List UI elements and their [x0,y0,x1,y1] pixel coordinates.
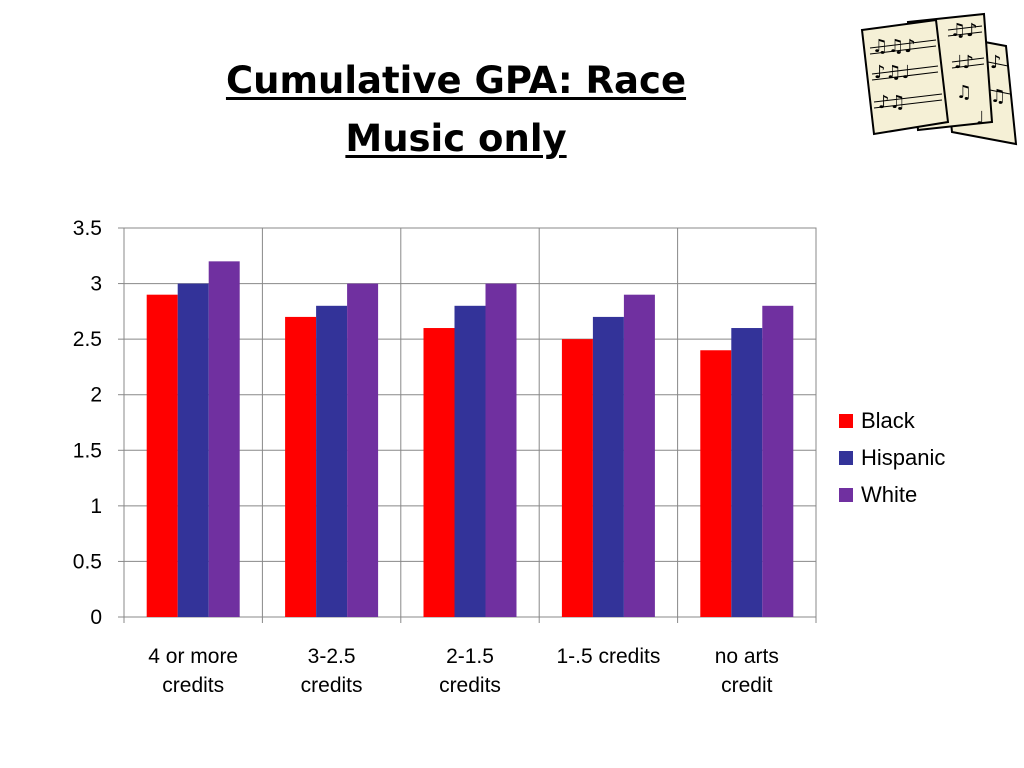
bar-hispanic-4 [731,328,763,617]
legend-swatch-hispanic [839,451,853,465]
svg-text:♫: ♫ [956,82,972,103]
y-tick-label: 0.5 [73,550,102,573]
title-line-1: Cumulative GPA: Race [225,59,687,102]
bar-hispanic-0 [177,283,209,617]
svg-text:♩♪: ♩♪ [954,52,974,73]
y-tick-label: 3 [90,273,102,296]
bar-hispanic-3 [592,316,624,617]
x-tick-label: 3-2.5 [308,645,356,668]
bar-hispanic-1 [316,305,348,617]
bar-black-1 [285,316,317,617]
bar-black-2 [423,328,455,617]
slide-title: Cumulative GPA: Race Music only [0,52,912,168]
legend: Black Hispanic White [839,408,945,507]
svg-text:♫♪: ♫♪ [950,20,978,41]
bar-chart: 0 0.5 1 1.5 2 2.5 3 3.5 4 or more credits 3-2.5 cr… [73,217,946,697]
svg-text:♪♫♩: ♪♫♩ [874,62,910,83]
x-tick-label: credits [162,674,224,697]
bar-hispanic-2 [454,305,486,617]
bar-black-3 [561,339,593,617]
legend-label-black: Black [861,408,916,433]
svg-text:♫♫♪: ♫♫♪ [872,36,916,57]
legend-swatch-white [839,488,853,502]
legend-label-white: White [861,482,917,507]
bars [146,261,794,617]
legend-swatch-black [839,414,853,428]
svg-text:♫: ♫ [990,86,1006,107]
x-tick-label: 4 or more [148,645,238,668]
legend-label-hispanic: Hispanic [861,445,945,470]
y-tick-label: 2.5 [73,328,102,351]
bar-black-4 [700,350,732,617]
x-tick-label: credit [721,674,773,697]
title-line-2: Music only [345,117,567,160]
x-tick-label: 1-.5 credits [556,645,660,668]
bar-white-2 [485,283,517,617]
sheet-music-icon: ♫♫♪ ♪♫♩ ♪♫ ♫♪ ♩♪ ♫ ♪ ♫ ♩ [860,12,1018,146]
y-tick-label: 1 [90,495,102,518]
y-tick-label: 1.5 [73,439,102,462]
y-tick-label: 2 [90,384,102,407]
x-tick-label: credits [301,674,363,697]
bar-black-0 [146,294,178,617]
svg-text:♪♫: ♪♫ [878,92,906,113]
bar-white-4 [762,305,794,617]
y-axis-ticks: 0 0.5 1 1.5 2 2.5 3 3.5 [73,217,124,629]
svg-text:♪: ♪ [990,52,1002,73]
bar-white-1 [347,283,379,617]
x-tick-label: credits [439,674,501,697]
svg-text:♩: ♩ [976,108,985,129]
x-axis-ticks: 4 or more credits 3-2.5 credits 2-1.5 credits… [123,617,817,697]
x-tick-label: 2-1.5 [446,645,494,668]
bar-white-3 [623,294,655,617]
y-tick-label: 0 [90,606,102,629]
y-tick-label: 3.5 [73,217,102,240]
bar-white-0 [208,261,240,617]
x-tick-label: no arts [715,645,779,668]
